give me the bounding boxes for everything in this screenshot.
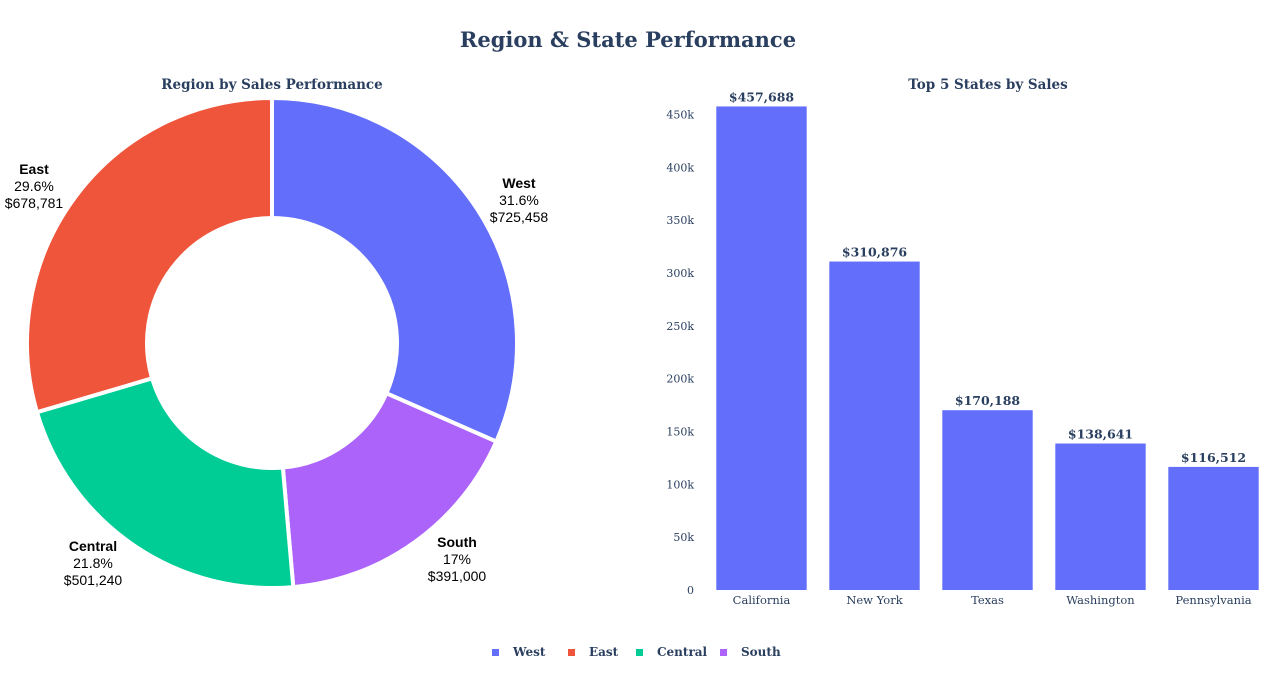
legend-item-south[interactable]: South xyxy=(720,645,781,659)
y-tick-label: 250k xyxy=(666,320,694,333)
donut-label-south: South 17% $391,000 xyxy=(428,534,487,584)
bar-chart: 0 50k 100k 150k 200k 250k 300k 350k 400k 450k $457… xyxy=(666,89,1259,607)
bar-chart-title: Top 5 States by Sales xyxy=(908,77,1068,93)
bar-value-label: $116,512 xyxy=(1181,450,1246,465)
y-tick-label: 200k xyxy=(666,373,694,386)
y-tick-label: 100k xyxy=(666,478,694,491)
x-tick-label: New York xyxy=(846,593,903,607)
bar-value-label: $170,188 xyxy=(955,393,1021,408)
donut-label-west: West 31.6% $725,458 xyxy=(490,175,549,225)
donut-slice-east xyxy=(25,95,274,415)
bar-texas xyxy=(942,410,1033,590)
bar-california xyxy=(716,106,807,590)
bar-pennsylvania xyxy=(1168,466,1259,590)
x-tick-label: Pennsylvania xyxy=(1175,593,1251,607)
legend-swatch xyxy=(492,648,499,656)
donut-slice-central xyxy=(34,375,296,590)
y-tick-label: 300k xyxy=(666,267,694,280)
bar-washington xyxy=(1055,443,1146,590)
legend-item-east[interactable]: East xyxy=(568,645,618,659)
bar-value-label: $138,641 xyxy=(1068,427,1133,442)
legend-item-west[interactable]: West xyxy=(492,645,545,659)
y-tick-label: 50k xyxy=(673,531,694,544)
donut-label-central: Central 21.8% $501,240 xyxy=(64,538,123,588)
legend-label: Central xyxy=(657,645,708,659)
y-tick-label: 150k xyxy=(666,426,694,439)
legend-label: West xyxy=(513,645,546,659)
x-tick-label: Washington xyxy=(1066,593,1135,607)
legend-swatch xyxy=(636,648,643,656)
legend-label: South xyxy=(741,645,781,659)
legend-label: East xyxy=(589,645,619,659)
y-tick-label: 400k xyxy=(666,161,694,174)
y-tick-label: 450k xyxy=(666,109,694,122)
x-tick-label: California xyxy=(733,593,791,607)
donut-slice-west xyxy=(270,95,519,445)
y-tick-label: 350k xyxy=(666,214,694,227)
legend-swatch xyxy=(720,648,727,656)
bar-value-label: $457,688 xyxy=(729,89,795,104)
y-tick-label: 0 xyxy=(687,584,694,597)
donut-slice-south xyxy=(280,390,499,590)
bar-value-label: $310,876 xyxy=(842,245,908,260)
donut-chart-title: Region by Sales Performance xyxy=(161,77,383,93)
x-tick-label: Texas xyxy=(971,593,1004,607)
bar-new-york xyxy=(829,261,920,590)
page-title: Region & State Performance xyxy=(459,27,797,52)
legend-swatch xyxy=(568,648,575,656)
legend-item-central[interactable]: Central xyxy=(636,645,707,659)
chart-legend: West East Central South xyxy=(0,645,1280,665)
donut-chart: West 31.6% $725,458 South 17% $391,000 Central… xyxy=(5,95,549,590)
donut-label-east: East 29.6% $678,781 xyxy=(5,161,64,211)
